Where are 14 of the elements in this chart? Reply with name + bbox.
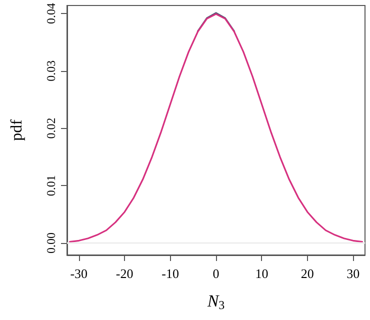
- y-tick-label: 0.04: [44, 3, 58, 24]
- x-tick-label: 10: [255, 266, 268, 281]
- line-series: [68, 13, 364, 243]
- x-tick-label: -20: [116, 266, 134, 281]
- y-tick-label: 0.00: [44, 232, 58, 254]
- y-axis-title: pdf: [8, 118, 26, 141]
- y-tick-label: 0.01: [44, 175, 58, 196]
- x-tick-label: 0: [212, 266, 220, 281]
- y-tick-label: 0.02: [44, 118, 58, 139]
- x-tick-label: 20: [300, 266, 314, 281]
- x-tick-label: 30: [346, 266, 360, 281]
- x-tick-label: -10: [162, 266, 179, 281]
- y-tick-label: 0.03: [44, 60, 58, 82]
- x-tick-label: -30: [70, 266, 88, 281]
